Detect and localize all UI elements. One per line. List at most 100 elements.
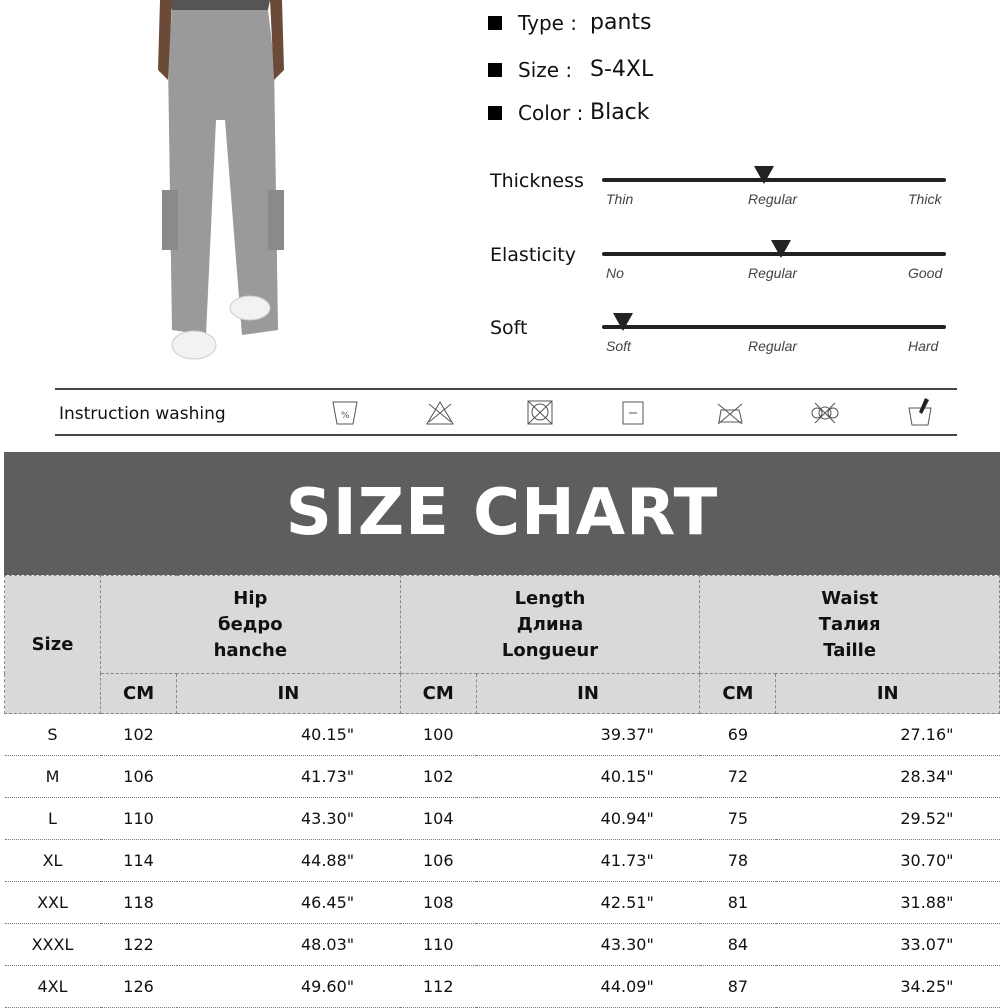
value-cell: 43.30": [476, 923, 700, 966]
size-cell: M: [4, 755, 101, 798]
scale-tick: Thin: [606, 191, 634, 207]
scale-tick: No: [606, 265, 624, 281]
size-cell: 4XL: [4, 965, 101, 1008]
unit-header: CM: [399, 673, 477, 714]
value-cell: 46.45": [176, 881, 401, 924]
size-cell: XXL: [4, 881, 101, 924]
value-cell: 126: [100, 965, 177, 1008]
value-cell: 44.09": [476, 965, 700, 1008]
value-cell: 40.15": [176, 713, 401, 756]
spec-row: Type : pants: [488, 10, 651, 35]
no-bleach-icon: [425, 398, 455, 426]
value-cell: 31.88": [775, 881, 1000, 924]
unit-header: IN: [775, 673, 1000, 714]
value-cell: 30.70": [775, 839, 1000, 882]
scale-marker-icon: [612, 313, 633, 331]
size-cell: XXXL: [4, 923, 101, 966]
value-cell: 41.73": [176, 755, 401, 798]
spec-key: Size :: [518, 57, 573, 82]
value-cell: 118: [100, 881, 177, 924]
dry-flat-icon: [618, 398, 648, 426]
hand-wash-icon: %: [330, 398, 360, 426]
washing-instructions: Instruction washing %: [55, 388, 957, 436]
size-chart-title: SIZE CHART: [4, 452, 1000, 575]
value-cell: 106: [400, 839, 477, 882]
spec-key: Type :: [518, 10, 578, 35]
value-cell: 108: [400, 881, 477, 924]
value-cell: 81: [699, 881, 776, 924]
size-header: Size: [4, 575, 101, 714]
table-row: 4XL 126 49.60" 112 44.09" 87 34.25": [4, 965, 1000, 1008]
value-cell: 27.16": [775, 713, 1000, 756]
scale-tick: Hard: [908, 338, 939, 354]
bullet-square-icon: [488, 62, 502, 77]
value-cell: 78: [699, 839, 776, 882]
value-cell: 100: [400, 713, 477, 756]
washing-label: Instruction washing: [59, 404, 226, 424]
spec-value: Black: [590, 100, 650, 125]
product-photo-pants: [158, 0, 284, 360]
spec-value: S-4XL: [590, 57, 654, 82]
scale-tick: Regular: [748, 265, 798, 281]
no-iron-icon: [715, 398, 745, 426]
scale-label: Soft: [490, 317, 528, 339]
unit-header: CM: [99, 673, 178, 714]
value-cell: 104: [400, 797, 477, 840]
value-cell: 84: [699, 923, 776, 966]
group-header-hip: Hip бедро hanche: [100, 575, 401, 674]
spec-value: pants: [590, 10, 652, 35]
table-row: M 106 41.73" 102 40.15" 72 28.34": [4, 755, 1000, 798]
value-cell: 29.52": [775, 797, 1000, 840]
scale-label: Elasticity: [490, 244, 576, 266]
size-cell: S: [4, 713, 101, 756]
value-cell: 28.34": [775, 755, 1000, 798]
value-cell: 110: [400, 923, 477, 966]
value-cell: 106: [100, 755, 177, 798]
value-cell: 114: [100, 839, 177, 882]
group-header-waist: Waist Талия Taille: [699, 575, 1000, 674]
value-cell: 112: [400, 965, 477, 1008]
bullet-square-icon: [488, 105, 502, 120]
scale-tick: Good: [908, 265, 943, 281]
value-cell: 75: [699, 797, 776, 840]
scale-tick: Regular: [748, 338, 798, 354]
spec-key: Color :: [518, 100, 584, 125]
value-cell: 33.07": [775, 923, 1000, 966]
value-cell: 69: [699, 713, 776, 756]
value-cell: 40.94": [476, 797, 700, 840]
table-row: S 102 40.15" 100 39.37" 69 27.16": [4, 713, 1000, 756]
table-row: XL 114 44.88" 106 41.73" 78 30.70": [4, 839, 1000, 882]
size-cell: XL: [4, 839, 101, 882]
group-header-length: Length Длина Longueur: [399, 575, 701, 674]
scale-track: [602, 178, 946, 182]
unit-header: IN: [475, 673, 701, 714]
no-tumble-dry-icon: [525, 398, 555, 426]
table-row: L 110 43.30" 104 40.94" 75 29.52": [4, 797, 1000, 840]
value-cell: 110: [100, 797, 177, 840]
value-cell: 42.51": [476, 881, 700, 924]
value-cell: 43.30": [176, 797, 401, 840]
value-cell: 49.60": [176, 965, 401, 1008]
svg-text:%: %: [341, 411, 350, 421]
bullet-square-icon: [488, 15, 502, 30]
scale-tick: Thick: [908, 191, 942, 207]
scale-track: [602, 325, 946, 329]
unit-header: CM: [699, 673, 777, 714]
scale-marker-icon: [753, 166, 774, 184]
value-cell: 34.25": [775, 965, 1000, 1008]
unit-header: IN: [176, 673, 401, 714]
hand-wash-brush-icon: [905, 398, 935, 426]
size-chart-table: Size Hip бедро hanche Length Длина Longueur …: [4, 575, 1000, 1008]
value-cell: 39.37": [476, 713, 700, 756]
value-cell: 48.03": [176, 923, 401, 966]
spec-row: Color : Black: [488, 100, 650, 125]
value-cell: 72: [699, 755, 776, 798]
value-cell: 87: [699, 965, 776, 1008]
no-dry-clean-icon: [810, 398, 840, 426]
scale-marker-icon: [770, 240, 791, 258]
value-cell: 40.15": [476, 755, 700, 798]
size-cell: L: [4, 797, 101, 840]
table-row: XXL 118 46.45" 108 42.51" 81 31.88": [4, 881, 1000, 924]
scale-tick: Regular: [748, 191, 798, 207]
value-cell: 102: [100, 713, 177, 756]
